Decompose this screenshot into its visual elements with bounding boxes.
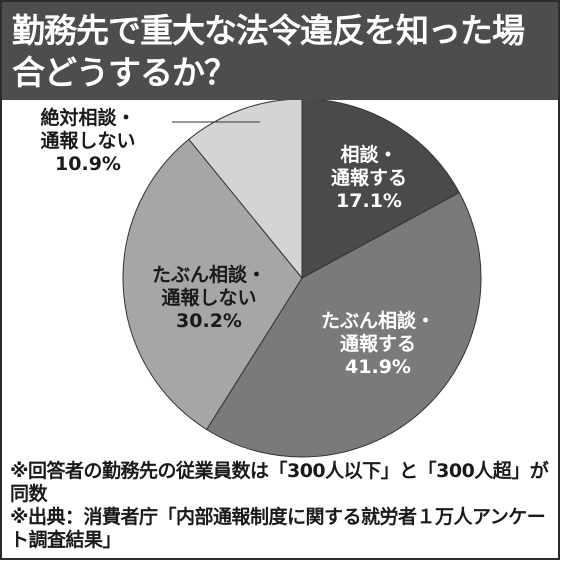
footnote-source: ※出典：消費者庁「内部通報制度に関する就労者１万人アンケート調査結果」 <box>10 506 546 551</box>
slice-value-2: 30.2% <box>176 310 242 332</box>
title-bar: 勤務先で重大な法令違反を知った場合どうするか？ <box>2 2 558 100</box>
slice-value-0: 17.1% <box>336 190 402 212</box>
footnotes: ※回答者の勤務先の従業員数は「300人以下」と「300人超」が同数 ※出典：消費… <box>10 460 555 552</box>
footnote-employees: ※回答者の勤務先の従業員数は「300人以下」と「300人超」が同数 <box>10 460 549 505</box>
slice-name-1-0: たぶん相談・ <box>321 309 435 332</box>
slice-value-1: 41.9% <box>345 356 411 378</box>
slice-name-2-1: 通報しない <box>161 286 256 309</box>
chart-title: 勤務先で重大な法令違反を知った場合どうするか？ <box>12 11 525 92</box>
slice-name-3-1: 通報しない <box>40 129 135 152</box>
slice-label-0: 相談・通報する 17.1% <box>331 143 407 212</box>
pie-slice-0 <box>301 100 460 279</box>
slice-label-1: たぶん相談・通報する 41.9% <box>321 309 435 378</box>
slice-name-3-0: 絶対相談・ <box>40 106 135 129</box>
slice-label-2: たぶん相談・通報しない 30.2% <box>152 263 266 332</box>
slice-label-3: 絶対相談・通報しない 10.9% <box>40 106 135 175</box>
pie-slice-1 <box>205 191 482 458</box>
slice-value-3: 10.9% <box>55 153 121 175</box>
slice-name-0-1: 通報する <box>331 166 407 189</box>
slice-name-0-0: 相談・ <box>340 143 397 166</box>
pie-slice-2 <box>122 138 303 431</box>
pie-slice-3 <box>188 100 303 280</box>
pie-chart: 相談・通報する 17.1%たぶん相談・通報する 41.9%たぶん相談・通報しない 30… <box>40 100 482 458</box>
slice-name-1-1: 通報する <box>340 332 416 355</box>
slice-name-2-0: たぶん相談・ <box>152 263 266 286</box>
